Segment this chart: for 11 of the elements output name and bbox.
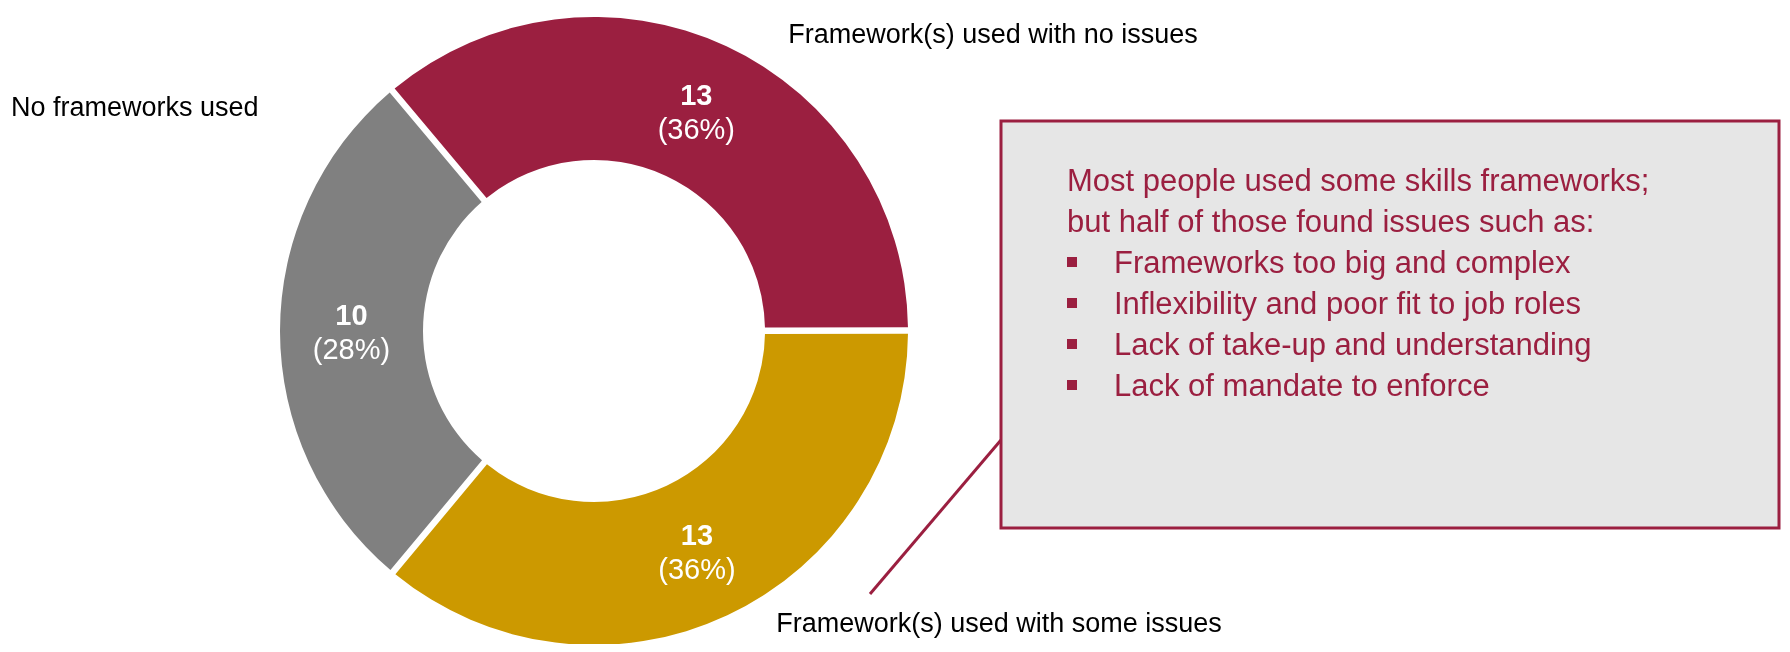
- text: Most people used some skills frameworks; but half of those found issues such as:: [1067, 163, 1650, 239]
- slice-label: Framework(s) used with no issues: [788, 19, 1198, 49]
- slice-label: Framework(s) used with some issues: [776, 608, 1222, 638]
- text: Inflexibility and poor fit to job roles: [1114, 286, 1581, 321]
- data-label: 13 (36%): [657, 79, 735, 146]
- text: Lack of take-up and understanding: [1114, 327, 1592, 362]
- data-label: 13 (36%): [658, 518, 736, 585]
- slice-label: No frameworks used: [11, 92, 259, 122]
- text: Lack of mandate to enforce: [1114, 368, 1490, 403]
- data-label: 10 (28%): [312, 299, 391, 366]
- text: Frameworks too big and complex: [1114, 245, 1572, 280]
